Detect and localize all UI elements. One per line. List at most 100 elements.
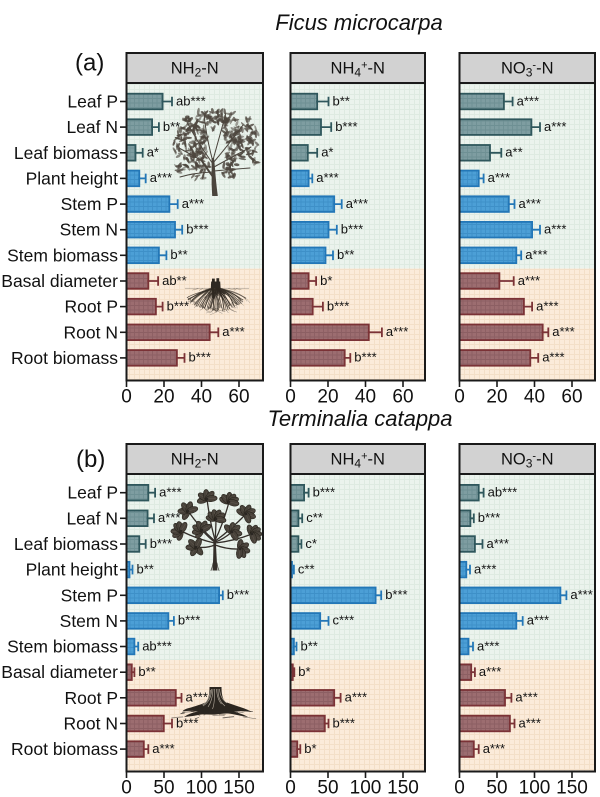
svg-text:a***: a*** (519, 715, 541, 730)
svg-text:b***: b*** (150, 536, 172, 551)
svg-text:ab**: ab** (162, 273, 187, 288)
svg-text:Leaf biomass: Leaf biomass (14, 534, 118, 554)
svg-text:Root N: Root N (64, 714, 118, 734)
svg-text:ab***: ab*** (488, 485, 518, 500)
svg-text:ab***: ab*** (176, 93, 206, 108)
svg-text:60: 60 (392, 387, 413, 408)
svg-text:a***: a*** (544, 119, 566, 134)
svg-text:a***: a*** (527, 613, 549, 628)
svg-text:(a): (a) (75, 50, 104, 77)
svg-text:Stem N: Stem N (60, 611, 118, 631)
svg-text:b*: b* (320, 273, 332, 288)
svg-text:NH2-N: NH2-N (171, 60, 219, 80)
svg-text:a***: a*** (182, 196, 204, 211)
svg-text:0: 0 (285, 778, 296, 797)
svg-text:b***: b*** (333, 715, 355, 730)
svg-text:0: 0 (121, 778, 132, 797)
svg-text:Leaf N: Leaf N (66, 508, 118, 528)
svg-text:b***: b*** (176, 715, 198, 730)
svg-text:NH4+-N: NH4+-N (331, 60, 385, 80)
svg-text:a***: a*** (386, 324, 408, 339)
svg-text:20: 20 (317, 387, 338, 408)
svg-text:NH2-N: NH2-N (171, 451, 219, 471)
svg-text:Root P: Root P (65, 297, 119, 317)
svg-text:NO3--N: NO3--N (501, 60, 554, 80)
svg-text:(b): (b) (76, 446, 105, 473)
svg-text:100: 100 (186, 778, 218, 797)
svg-text:a***: a*** (570, 587, 592, 602)
svg-text:Stem P: Stem P (61, 585, 118, 605)
svg-text:c**: c** (298, 561, 315, 576)
svg-text:b**: b** (301, 638, 318, 653)
svg-text:Stem biomass: Stem biomass (7, 637, 118, 657)
svg-text:ab***: ab*** (142, 638, 172, 653)
svg-text:a***: a*** (477, 638, 499, 653)
svg-text:0: 0 (285, 387, 296, 408)
svg-text:Root P: Root P (65, 688, 119, 708)
svg-text:b**: b** (333, 93, 350, 108)
svg-text:Leaf N: Leaf N (66, 117, 118, 137)
svg-text:100: 100 (519, 778, 551, 797)
svg-text:a***: a*** (474, 561, 496, 576)
svg-text:a*: a* (147, 145, 159, 160)
svg-text:b*: b* (304, 741, 316, 756)
svg-text:b***: b*** (341, 222, 363, 237)
svg-text:20: 20 (153, 387, 174, 408)
svg-text:a***: a*** (517, 93, 539, 108)
svg-text:0: 0 (121, 387, 132, 408)
svg-text:b**: b** (163, 119, 180, 134)
svg-text:a*: a* (321, 145, 333, 160)
svg-text:40: 40 (191, 387, 212, 408)
svg-text:150: 150 (387, 778, 419, 797)
svg-text:Leaf P: Leaf P (67, 92, 118, 112)
svg-text:a***: a*** (518, 273, 540, 288)
svg-text:a***: a*** (152, 741, 174, 756)
svg-text:b***: b*** (313, 485, 335, 500)
svg-text:60: 60 (561, 387, 582, 408)
svg-text:a***: a*** (150, 170, 172, 185)
svg-text:b***: b*** (178, 613, 200, 628)
svg-text:Stem N: Stem N (60, 220, 118, 240)
svg-text:Plant height: Plant height (26, 560, 119, 580)
svg-text:Root biomass: Root biomass (11, 739, 118, 759)
svg-text:150: 150 (556, 778, 588, 797)
svg-text:Leaf P: Leaf P (67, 483, 118, 503)
svg-text:Basal diameter: Basal diameter (1, 662, 118, 682)
svg-text:b***: b*** (327, 298, 349, 313)
svg-text:b**: b** (138, 664, 155, 679)
svg-text:NO3--N: NO3--N (501, 451, 554, 471)
svg-text:b***: b*** (354, 350, 376, 365)
svg-text:a***: a*** (346, 196, 368, 211)
svg-text:100: 100 (350, 778, 382, 797)
svg-text:a***: a*** (542, 350, 564, 365)
svg-text:Basal diameter: Basal diameter (1, 271, 118, 291)
svg-text:Root biomass: Root biomass (11, 348, 118, 368)
svg-text:Root N: Root N (64, 322, 118, 342)
svg-text:60: 60 (228, 387, 249, 408)
svg-text:a***: a*** (345, 690, 367, 705)
svg-text:a***: a*** (479, 664, 501, 679)
svg-text:Stem P: Stem P (61, 194, 118, 214)
svg-text:50: 50 (486, 778, 507, 797)
svg-text:a***: a*** (158, 510, 180, 525)
svg-text:b***: b*** (478, 510, 500, 525)
svg-text:a***: a*** (525, 247, 547, 262)
svg-text:b***: b*** (189, 350, 211, 365)
svg-text:a***: a*** (544, 222, 566, 237)
svg-text:a***: a*** (488, 170, 510, 185)
svg-text:a***: a*** (159, 485, 181, 500)
svg-text:NH4+-N: NH4+-N (331, 451, 385, 471)
svg-text:a***: a*** (515, 690, 537, 705)
svg-text:b***: b*** (335, 119, 357, 134)
svg-text:b**: b** (337, 247, 354, 262)
svg-text:b***: b*** (227, 587, 249, 602)
svg-text:a**: a** (505, 145, 522, 160)
svg-text:a***: a*** (222, 324, 244, 339)
svg-text:b***: b*** (186, 222, 208, 237)
svg-text:Terminalia catappa: Terminalia catappa (267, 406, 452, 431)
svg-text:c**: c** (306, 510, 323, 525)
svg-text:40: 40 (355, 387, 376, 408)
svg-text:b**: b** (137, 561, 154, 576)
svg-text:b***: b*** (385, 587, 407, 602)
svg-text:a***: a*** (316, 170, 338, 185)
